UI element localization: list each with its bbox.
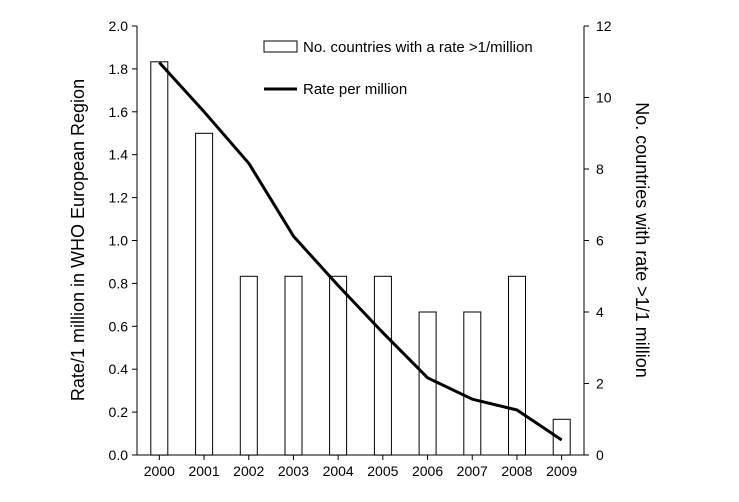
left-tick-label: 0.8 — [109, 275, 129, 291]
x-tick-label: 2009 — [546, 463, 577, 479]
x-tick-label: 2001 — [188, 463, 219, 479]
left-tick-label: 1.8 — [109, 61, 129, 77]
y-axis-left-title: Rate/1 million in WHO European Region — [68, 79, 88, 401]
bar-2003 — [284, 275, 303, 456]
y-axis-right-title: No. countries with rate >1/1 million — [632, 102, 652, 378]
bar-2008 — [508, 275, 526, 456]
x-tick-label: 2006 — [412, 463, 443, 479]
bar-2007 — [463, 311, 482, 456]
bar-2002 — [239, 275, 258, 456]
legend-bar-swatch — [263, 40, 298, 53]
ticks-layer: 0.0 0.2 0.4 0.6 0.8 1.0 1.2 1.4 1.6 1.8 2.0 0 2 4 6 8 10… — [109, 18, 612, 479]
x-tick-label: 2000 — [144, 463, 175, 479]
right-tick-label: 8 — [596, 161, 604, 177]
right-tick-label: 2 — [596, 376, 604, 392]
line-layer — [158, 61, 563, 442]
left-tick-label: 0.6 — [109, 318, 129, 334]
left-tick-label: 0.4 — [109, 361, 129, 377]
right-tick-label: 10 — [596, 90, 612, 106]
x-tick-label: 2003 — [278, 463, 309, 479]
left-tick-label: 1.4 — [109, 147, 129, 163]
legend-bar-label: No. countries with a rate >1/million — [303, 39, 533, 56]
right-tick-label: 12 — [596, 18, 612, 34]
x-tick-label: 2007 — [457, 463, 488, 479]
left-tick-label: 1.6 — [109, 104, 129, 120]
x-tick-label: 2005 — [367, 463, 398, 479]
x-tick-label: 2004 — [323, 463, 354, 479]
bar-2005 — [373, 275, 392, 456]
bars-layer — [150, 61, 571, 456]
legend-line-label: Rate per million — [303, 81, 407, 98]
right-tick-label: 6 — [596, 233, 604, 249]
legend: No. countries with a rate >1/million Rat… — [263, 39, 533, 98]
left-tick-label: 0.2 — [109, 404, 129, 420]
rate-per-million-line — [158, 61, 563, 442]
left-tick-label: 2.0 — [109, 18, 129, 34]
bar-2001 — [195, 132, 214, 456]
bar-2006 — [418, 311, 437, 456]
right-tick-label: 0 — [596, 447, 604, 463]
left-tick-label: 1.0 — [109, 233, 129, 249]
bar-2004 — [329, 275, 348, 456]
left-tick-label: 0.0 — [109, 447, 129, 463]
bar-2000 — [150, 61, 169, 456]
x-tick-label: 2002 — [233, 463, 264, 479]
right-tick-label: 4 — [596, 304, 604, 320]
left-tick-label: 1.2 — [109, 190, 129, 206]
x-tick-label: 2008 — [501, 463, 532, 479]
